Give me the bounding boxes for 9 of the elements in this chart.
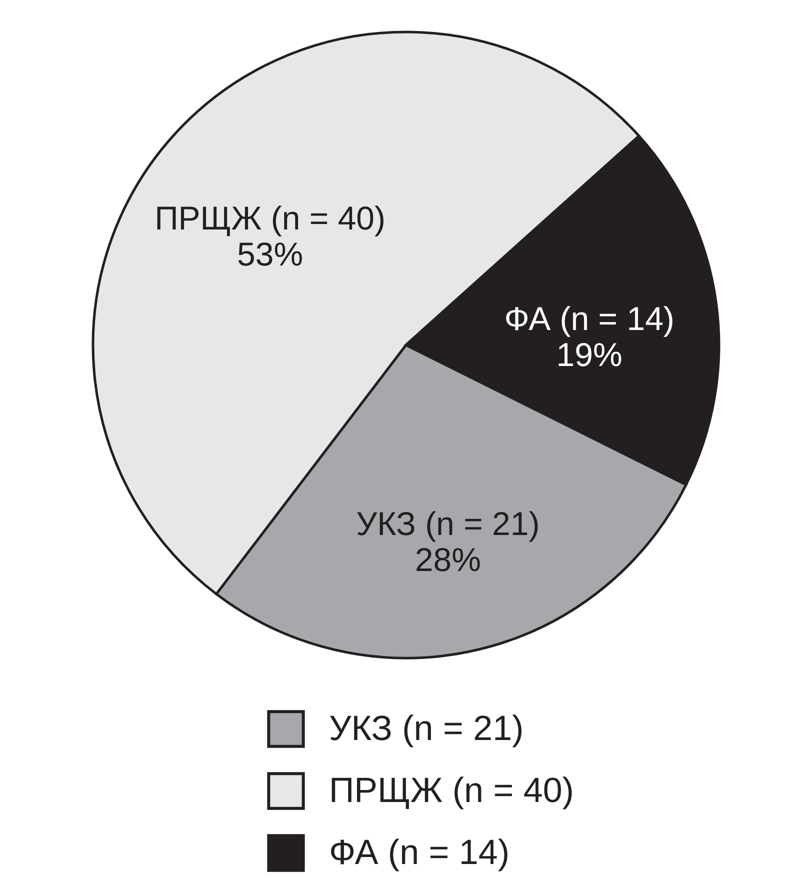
slice-label: ФА (n = 14) xyxy=(504,300,674,338)
legend-label: УКЗ (n = 21) xyxy=(329,709,524,748)
data-label: 19% xyxy=(556,336,622,374)
data-label: 53% xyxy=(237,236,304,273)
legend-label: ПРЩЖ (n = 40) xyxy=(329,771,574,810)
legend-label: ФА (n = 14) xyxy=(329,833,510,872)
slice-label: УКЗ (n = 21) xyxy=(356,505,540,542)
slice-label: ПРЩЖ (n = 40) xyxy=(154,200,386,237)
data-label: 28% xyxy=(414,541,481,578)
